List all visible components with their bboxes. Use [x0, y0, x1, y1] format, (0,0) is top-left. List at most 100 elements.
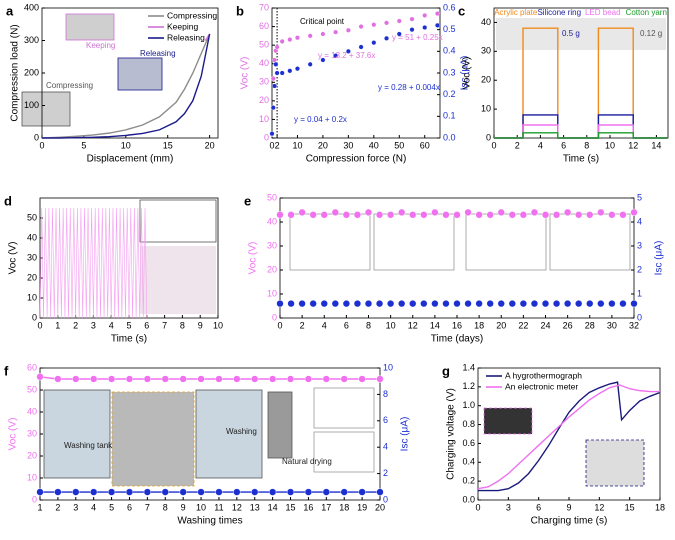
data-point	[72, 488, 80, 496]
data-point	[398, 300, 406, 308]
y-tick-label: 30	[259, 77, 269, 87]
photo-keeping	[65, 13, 115, 41]
y-tick-label: 1.4	[462, 362, 475, 372]
y-tick-label: 30	[267, 240, 277, 250]
x-tick-label: 10	[605, 140, 615, 150]
data-point	[552, 211, 561, 219]
x-tick-label: 32	[629, 320, 639, 330]
panel-label: e	[244, 193, 251, 208]
y2-tick-label: 0.2	[443, 89, 456, 99]
y-axis-label: Voc (V)	[240, 57, 251, 90]
data-point	[304, 488, 313, 496]
data-point	[464, 208, 472, 217]
x-tick-label: 8	[366, 320, 371, 330]
y-tick-label: 60	[259, 21, 269, 31]
inset-isc-f	[313, 431, 375, 473]
data-point	[364, 300, 373, 308]
photo-yarn	[267, 391, 293, 459]
data-point	[322, 488, 330, 496]
x-axis-label: Displacement (mm)	[87, 154, 174, 165]
panel-label: a	[6, 3, 14, 18]
data-point	[107, 488, 116, 496]
y-tick-label: 40	[267, 216, 277, 226]
y-axis-label: Compression load (N)	[10, 24, 21, 121]
x-tick-label: 10	[386, 320, 396, 330]
y-tick-label: 300	[24, 35, 39, 45]
data-point	[272, 57, 278, 63]
y2-tick-label: 0.1	[443, 111, 456, 121]
data-point	[345, 48, 351, 54]
x-tick-label: 7	[162, 320, 167, 330]
y2-tick-label: 2	[637, 264, 642, 274]
data-point	[279, 38, 285, 44]
panel-label: b	[236, 3, 244, 18]
data-point	[597, 300, 605, 308]
annotation: Natural drying	[282, 457, 332, 466]
y-tick-label: 20	[259, 95, 269, 105]
data-point	[371, 22, 377, 28]
y-tick-label: 30	[27, 428, 37, 438]
x-tick-label: 0	[37, 320, 42, 330]
data-point	[233, 488, 241, 496]
y-tick-label: 0	[32, 494, 37, 504]
data-point	[274, 44, 280, 50]
data-point	[564, 208, 572, 217]
data-point	[486, 211, 494, 219]
data-point	[298, 300, 306, 308]
annotation: 0.5 g	[562, 29, 580, 38]
x-tick-label: 2	[55, 502, 60, 512]
x-tick-label: 7	[145, 502, 150, 512]
data-point	[422, 25, 428, 31]
y-tick-label: 60	[27, 362, 37, 372]
legend-label: Keeping	[167, 21, 198, 31]
data-point	[274, 70, 280, 76]
data-point	[179, 488, 187, 496]
y-tick-label: 0	[32, 312, 37, 322]
x-tick-label: 13	[250, 502, 260, 512]
x-tick-label: 0	[39, 140, 44, 150]
series-line	[494, 124, 668, 139]
x-axis-label: Washing times	[177, 516, 242, 527]
data-point	[307, 61, 313, 67]
data-point	[320, 31, 326, 37]
x-tick-label: 2	[275, 140, 280, 150]
y-tick-label: 40	[481, 17, 491, 27]
data-point	[331, 208, 339, 217]
y-tick-label: 100	[24, 100, 39, 110]
legend-label: Compressing	[167, 10, 217, 20]
y-tick-label: 0	[264, 132, 269, 142]
x-tick-label: 9	[198, 320, 203, 330]
data-point	[497, 300, 505, 308]
data-point	[233, 375, 241, 383]
data-point	[125, 488, 134, 496]
data-point	[320, 300, 328, 308]
photo-meter	[483, 407, 533, 435]
data-point	[342, 300, 350, 308]
photo-compressing	[21, 91, 71, 127]
x-tick-label: 15	[286, 502, 296, 512]
data-point	[358, 44, 364, 50]
y2-tick-label: 3	[637, 240, 642, 250]
x-axis-label: Charging time (s)	[531, 516, 608, 527]
data-point	[396, 31, 402, 37]
data-point	[434, 22, 440, 28]
x-tick-label: 15	[625, 502, 635, 512]
data-point	[309, 300, 317, 308]
data-point	[287, 211, 295, 219]
y-tick-label: 20	[27, 450, 37, 460]
y-axis-label: Voc (V)	[8, 242, 19, 275]
data-point	[530, 208, 539, 217]
y-tick-label: 20	[27, 272, 37, 282]
data-point	[384, 20, 390, 26]
inset-voc-f	[313, 387, 375, 429]
x-tick-label: 20	[318, 140, 328, 150]
y-axis-label: Charging voltage (V)	[446, 388, 457, 480]
y-tick-label: 20	[267, 264, 277, 274]
data-point	[298, 208, 306, 217]
data-point	[387, 300, 395, 308]
x-tick-label: 2	[515, 140, 520, 150]
data-point	[586, 300, 594, 308]
data-point	[340, 375, 348, 383]
data-point	[508, 211, 516, 219]
data-point	[486, 300, 494, 308]
